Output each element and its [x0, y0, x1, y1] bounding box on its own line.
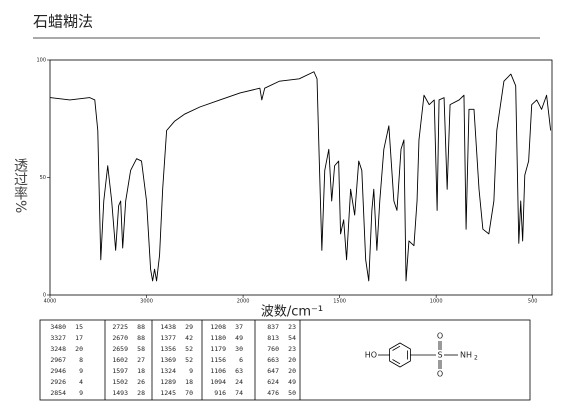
table-transmittance: 52: [185, 356, 193, 364]
table-wavenumber: 3480: [50, 323, 66, 331]
table-wavenumber: 1602: [112, 356, 128, 364]
table-transmittance: 63: [235, 367, 243, 375]
structure: [378, 341, 458, 369]
table-transmittance: 6: [239, 356, 243, 364]
table-transmittance: 8: [79, 356, 83, 364]
x-tick-label: 500: [528, 299, 538, 305]
table-wavenumber: 1106: [210, 367, 226, 375]
table-transmittance: 4: [79, 378, 83, 386]
table-transmittance: 26: [137, 378, 145, 386]
double-bond: [392, 345, 401, 351]
table-transmittance: 17: [75, 334, 83, 342]
table-transmittance: 37: [235, 323, 243, 331]
table-wavenumber: 2659: [112, 345, 128, 353]
double-bond: [392, 359, 401, 365]
table-wavenumber: 1156: [210, 356, 226, 364]
table-wavenumber: 1179: [210, 345, 226, 353]
table-wavenumber: 3327: [50, 334, 66, 342]
spectrum-line: [49, 71, 552, 282]
table-transmittance: 50: [288, 389, 296, 397]
x-axis-label: 波数/cm⁻¹: [261, 305, 323, 320]
table-transmittance: 58: [137, 345, 145, 353]
table-transmittance: 18: [185, 378, 193, 386]
atom-subscript: 2: [474, 355, 478, 362]
table-wavenumber: 1289: [160, 378, 176, 386]
table-transmittance: 9: [79, 389, 83, 397]
table-wavenumber: 1324: [160, 367, 176, 375]
table-wavenumber: 2670: [112, 334, 128, 342]
table-transmittance: 20: [75, 345, 83, 353]
atom-label: NH: [460, 351, 472, 360]
table-transmittance: 52: [185, 345, 193, 353]
table-wavenumber: 760: [267, 345, 279, 353]
table-transmittance: 15: [75, 323, 83, 331]
x-tick-label: 1500: [333, 299, 346, 305]
table-transmittance: 30: [235, 345, 243, 353]
table-wavenumber: 916: [214, 389, 226, 397]
table-transmittance: 49: [288, 378, 296, 386]
table-transmittance: 88: [137, 323, 145, 331]
table-wavenumber: 3248: [50, 345, 66, 353]
table-transmittance: 49: [235, 334, 243, 342]
table-transmittance: 18: [137, 367, 145, 375]
table-transmittance: 23: [288, 323, 296, 331]
table-wavenumber: 1180: [210, 334, 226, 342]
x-tick-label: 4000: [44, 299, 57, 305]
table-wavenumber: 837: [267, 323, 279, 331]
table-wavenumber: 647: [267, 367, 279, 375]
table-wavenumber: 2946: [50, 367, 66, 375]
table-wavenumber: 1369: [160, 356, 176, 364]
table-transmittance: 29: [185, 323, 193, 331]
table-transmittance: 74: [235, 389, 243, 397]
table-wavenumber: 1438: [160, 323, 176, 331]
y-tick-label: 50: [40, 175, 46, 181]
table-wavenumber: 1377: [160, 334, 176, 342]
table-transmittance: 9: [79, 367, 83, 375]
table-wavenumber: 1356: [160, 345, 176, 353]
table-wavenumber: 1502: [112, 378, 128, 386]
plot-frame: [49, 59, 553, 296]
table-wavenumber: 2725: [112, 323, 128, 331]
atom-label: HO: [365, 351, 377, 360]
table-wavenumber: 1208: [210, 323, 226, 331]
table-wavenumber: 1245: [160, 389, 176, 397]
x-tick-label: 3000: [140, 299, 153, 305]
table-wavenumber: 476: [267, 389, 279, 397]
table-transmittance: 88: [137, 334, 145, 342]
atom-label: O: [437, 332, 443, 341]
table-wavenumber: 663: [267, 356, 279, 364]
table-wavenumber: 2967: [50, 356, 66, 364]
atom-label: S: [437, 351, 442, 360]
table-transmittance: 42: [185, 334, 193, 342]
table-transmittance: 54: [288, 334, 296, 342]
table-wavenumber: 2854: [50, 389, 66, 397]
x-tick-label: 2000: [237, 299, 250, 305]
table-wavenumber: 2926: [50, 378, 66, 386]
y-axis-label: 透过率%: [12, 158, 28, 213]
table-transmittance: 70: [185, 389, 193, 397]
table-wavenumber: 624: [267, 378, 279, 386]
table-transmittance: 9: [189, 367, 193, 375]
table-wavenumber: 813: [267, 334, 279, 342]
table-wavenumber: 1094: [210, 378, 226, 386]
peak-table: [39, 319, 531, 401]
atom-label: O: [437, 370, 443, 379]
table-wavenumber: 1493: [112, 389, 128, 397]
table-transmittance: 28: [137, 389, 145, 397]
y-tick-label: 0: [43, 293, 46, 299]
table-transmittance: 23: [288, 345, 296, 353]
table-transmittance: 24: [235, 378, 243, 386]
table-transmittance: 20: [288, 367, 296, 375]
table-wavenumber: 1597: [112, 367, 128, 375]
page-title: 石蜡糊法: [33, 13, 93, 31]
table-transmittance: 27: [137, 356, 145, 364]
benzene-ring: [389, 342, 411, 368]
x-tick-label: 1000: [430, 299, 443, 305]
table-transmittance: 20: [288, 356, 296, 364]
y-tick-label: 100: [36, 58, 46, 64]
